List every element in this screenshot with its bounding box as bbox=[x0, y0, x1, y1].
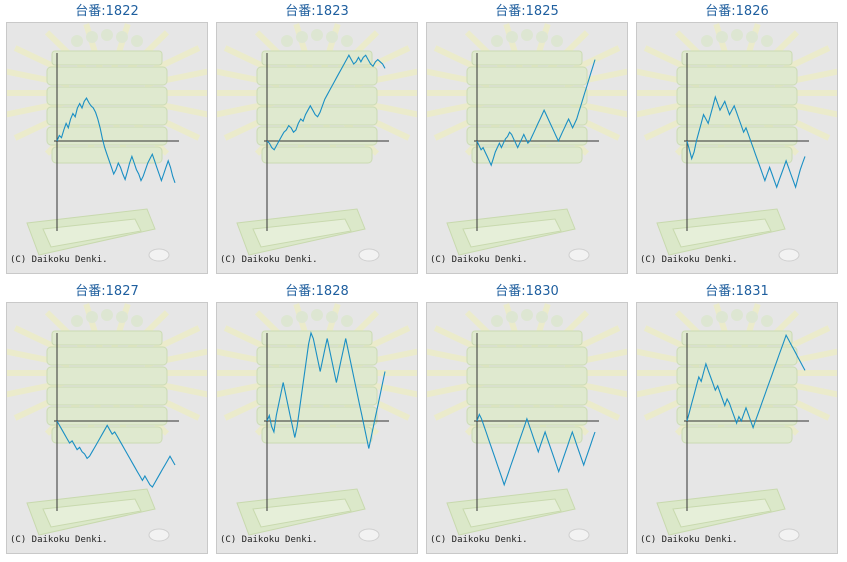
machine-panel: 台番:1828 bbox=[216, 282, 418, 554]
machine-number-label[interactable]: 台番:1830 bbox=[495, 284, 559, 299]
background-illustration bbox=[217, 23, 417, 262]
payout-line bbox=[686, 333, 806, 430]
graph-frame[interactable]: (C) Daikoku Denki. bbox=[636, 22, 838, 274]
copyright-text: (C) Daikoku Denki. bbox=[430, 535, 528, 545]
graph-frame[interactable]: (C) Daikoku Denki. bbox=[6, 22, 208, 274]
payout-line bbox=[266, 331, 386, 449]
payout-graph bbox=[637, 23, 837, 262]
copyright-text: (C) Daikoku Denki. bbox=[430, 255, 528, 265]
machine-number-label[interactable]: 台番:1828 bbox=[285, 284, 349, 299]
graph-frame[interactable]: (C) Daikoku Denki. bbox=[426, 22, 628, 274]
background-illustration bbox=[637, 303, 837, 542]
copyright-text: (C) Daikoku Denki. bbox=[640, 535, 738, 545]
machine-number-label[interactable]: 台番:1825 bbox=[495, 4, 559, 19]
copyright-text: (C) Daikoku Denki. bbox=[220, 255, 318, 265]
payout-graph bbox=[7, 303, 207, 542]
graph-frame[interactable]: (C) Daikoku Denki. bbox=[216, 22, 418, 274]
payout-line bbox=[476, 412, 596, 487]
payout-graph bbox=[427, 303, 627, 542]
machine-number-label[interactable]: 台番:1827 bbox=[75, 284, 139, 299]
graph-frame[interactable]: (C) Daikoku Denki. bbox=[216, 302, 418, 554]
payout-graph bbox=[217, 303, 417, 542]
machine-number-label[interactable]: 台番:1823 bbox=[285, 4, 349, 19]
graph-frame[interactable]: (C) Daikoku Denki. bbox=[636, 302, 838, 554]
copyright-text: (C) Daikoku Denki. bbox=[220, 535, 318, 545]
background-illustration bbox=[7, 303, 207, 542]
payout-graph bbox=[637, 303, 837, 542]
payout-graph bbox=[7, 23, 207, 262]
machine-panel: 台番:1826 bbox=[636, 2, 838, 274]
background-illustration bbox=[427, 303, 627, 542]
background-illustration bbox=[427, 23, 627, 262]
machine-panel: 台番:1831 bbox=[636, 282, 838, 554]
payout-graph bbox=[427, 23, 627, 262]
background-illustration bbox=[637, 23, 837, 262]
payout-line bbox=[686, 95, 806, 190]
machine-panel: 台番:1825 bbox=[426, 2, 628, 274]
background-illustration bbox=[7, 23, 207, 262]
copyright-text: (C) Daikoku Denki. bbox=[640, 255, 738, 265]
machine-panel: 台番:1823 bbox=[216, 2, 418, 274]
copyright-text: (C) Daikoku Denki. bbox=[10, 255, 108, 265]
machine-panel: 台番:1827 bbox=[6, 282, 208, 554]
payout-line bbox=[56, 97, 176, 183]
payout-line bbox=[266, 54, 386, 151]
background-illustration bbox=[217, 303, 417, 542]
graph-frame[interactable]: (C) Daikoku Denki. bbox=[6, 302, 208, 554]
graph-frame[interactable]: (C) Daikoku Denki. bbox=[426, 302, 628, 554]
machine-panel: 台番:1830 bbox=[426, 282, 628, 554]
machine-number-label[interactable]: 台番:1826 bbox=[705, 4, 769, 19]
copyright-text: (C) Daikoku Denki. bbox=[10, 535, 108, 545]
payout-line bbox=[476, 59, 596, 167]
machine-number-label[interactable]: 台番:1831 bbox=[705, 284, 769, 299]
machine-number-label[interactable]: 台番:1822 bbox=[75, 4, 139, 19]
payout-line bbox=[56, 420, 176, 488]
payout-graph bbox=[217, 23, 417, 262]
machine-panel: 台番:1822 bbox=[6, 2, 208, 274]
